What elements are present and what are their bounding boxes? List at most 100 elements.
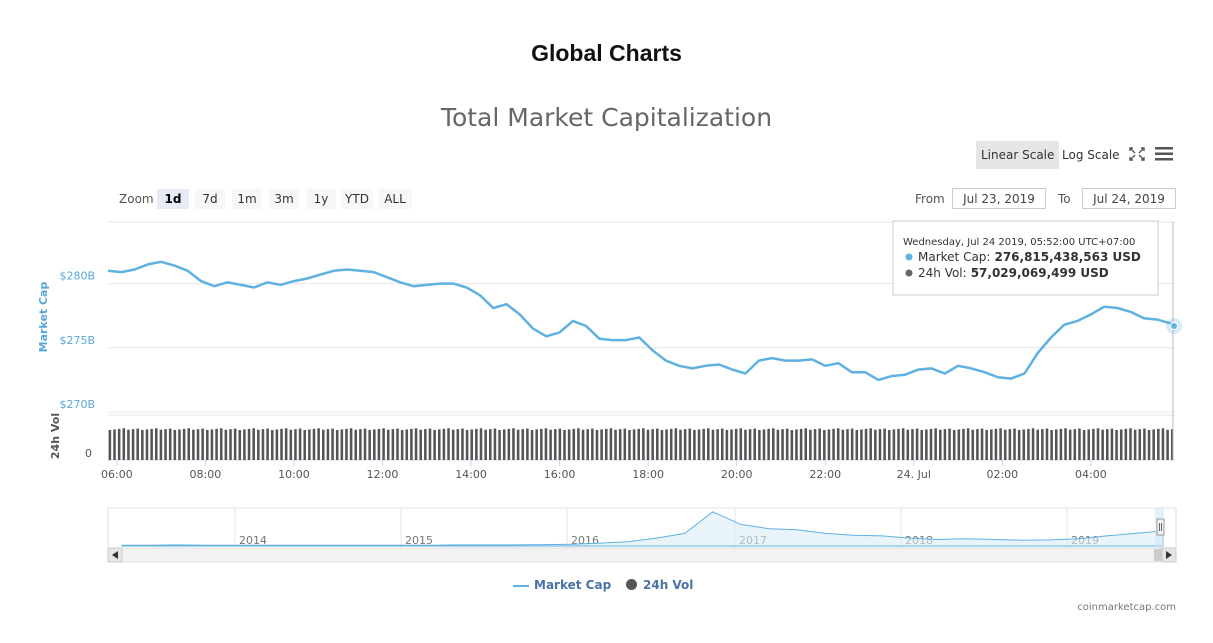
volume-bar (1133, 429, 1137, 460)
volume-bar (985, 430, 988, 460)
zoom-ytd-button[interactable]: YTD (341, 189, 373, 209)
volume-bar (1017, 430, 1021, 460)
volume-bar (660, 430, 664, 460)
log-scale-button[interactable]: Log Scale (1062, 148, 1120, 162)
volume-bar (665, 429, 668, 460)
volume-bar (317, 428, 320, 460)
navigator-scrollbar[interactable] (107, 547, 1177, 563)
volume-bar (906, 429, 910, 460)
svg-text:Market Cap:276,815,438,563 USD: Market Cap: 276,815,438,563 USD (918, 250, 1141, 264)
volume-bar (980, 428, 984, 460)
x-tick-label: 12:00 (367, 468, 399, 481)
volume-bar (563, 430, 566, 460)
volume-bar (720, 428, 724, 460)
volume-bar (1166, 429, 1169, 460)
volume-bar (604, 428, 608, 460)
volume-bar (113, 429, 116, 460)
hover-point (1170, 322, 1178, 330)
volume-bar (651, 429, 654, 460)
volume-bar (386, 429, 390, 460)
volume-bar (442, 428, 446, 460)
volume-bar (929, 428, 933, 460)
volume-bar (600, 429, 603, 460)
volume-bar (192, 429, 195, 460)
zoom-7d-button[interactable]: 7d (195, 189, 225, 209)
volume-bar (818, 428, 821, 460)
volume-bar (642, 428, 645, 460)
volume-bar (308, 429, 311, 460)
vol-axis-label: 24h Vol (49, 413, 62, 459)
volume-bar (656, 428, 659, 460)
volume-bar (219, 428, 223, 460)
y-tick-label: $275B (59, 334, 95, 347)
volume-bar (150, 428, 153, 460)
volume-bar (785, 428, 789, 460)
volume-bar (354, 429, 358, 460)
volume-bar (1106, 429, 1109, 460)
zoom-3m-button[interactable]: 3m (269, 189, 299, 209)
volume-bar (702, 428, 705, 460)
zoom-1d-button[interactable]: 1d (157, 189, 189, 209)
volume-bar (758, 430, 761, 460)
volume-bar (437, 429, 441, 460)
tooltip-mc-value: 276,815,438,563 USD (994, 250, 1140, 264)
linear-scale-button[interactable]: Linear Scale (976, 141, 1060, 169)
volume-bar (414, 428, 418, 460)
volume-bar (669, 428, 673, 460)
fullscreen-icon[interactable] (1128, 146, 1146, 162)
zoom-1m-button[interactable]: 1m (232, 189, 262, 209)
volume-bar (229, 429, 232, 460)
volume-bar (1003, 429, 1007, 460)
volume-bar (159, 429, 163, 460)
volume-bar (693, 430, 696, 460)
from-date-input[interactable]: Jul 23, 2019 (952, 188, 1046, 209)
legend-24h-vol[interactable]: 24h Vol (626, 578, 693, 592)
volume-bar (855, 430, 859, 460)
volume-bars (108, 428, 1174, 460)
volume-bar (939, 429, 942, 460)
volume-bar (1045, 428, 1049, 460)
zoom-all-button[interactable]: ALL (378, 189, 412, 209)
volume-bar (623, 428, 627, 460)
volume-bar (772, 428, 775, 460)
volume-bar (210, 429, 214, 460)
volume-bar (762, 429, 766, 460)
volume-bar (535, 429, 538, 460)
volume-bar (897, 428, 900, 460)
y-tick-label: $280B (59, 270, 95, 283)
credit-link[interactable]: coinmarketcap.com (1077, 602, 1176, 613)
market-cap-chart[interactable]: $280B $275B $270B Market Cap 24h Vol 0 06:00 08… (0, 0, 1213, 600)
volume-bar (424, 429, 427, 460)
legend-market-cap[interactable]: Market Cap (513, 578, 611, 592)
volume-bar (131, 429, 135, 460)
volume-bar (275, 429, 279, 460)
navigator: 201420152016201720182019 (107, 507, 1177, 563)
volume-bar (846, 429, 849, 460)
volume-bar (1119, 429, 1123, 460)
volume-bar (178, 429, 181, 460)
to-date-input[interactable]: Jul 24, 2019 (1082, 188, 1176, 209)
navigator-handle[interactable] (1156, 518, 1165, 536)
volume-bar (887, 430, 891, 460)
volume-bar (484, 429, 487, 460)
zoom-1y-button[interactable]: 1y (306, 189, 336, 209)
volume-bar (345, 428, 348, 460)
volume-bar (215, 428, 218, 460)
volume-bar (925, 429, 928, 460)
tooltip-mc-label: Market Cap: (918, 250, 990, 264)
volume-bar (976, 429, 979, 460)
volume-bar (400, 430, 404, 460)
volume-bar (618, 429, 622, 460)
volume-bar (734, 428, 738, 460)
volume-bar (1013, 428, 1016, 460)
volume-bar (1147, 430, 1151, 460)
volume-bar (433, 430, 436, 460)
volume-bar (1031, 428, 1035, 460)
svg-text:24h Vol:57,029,069,499 USD: 24h Vol: 57,029,069,499 USD (918, 266, 1109, 280)
volume-bar (994, 428, 998, 460)
volume-bar (206, 430, 209, 460)
page-title: Global Charts (531, 40, 682, 66)
menu-icon[interactable] (1155, 147, 1173, 161)
volume-bar (196, 429, 200, 460)
tooltip: Wednesday, Jul 24 2019, 05:52:00 UTC+07:… (892, 220, 1159, 296)
